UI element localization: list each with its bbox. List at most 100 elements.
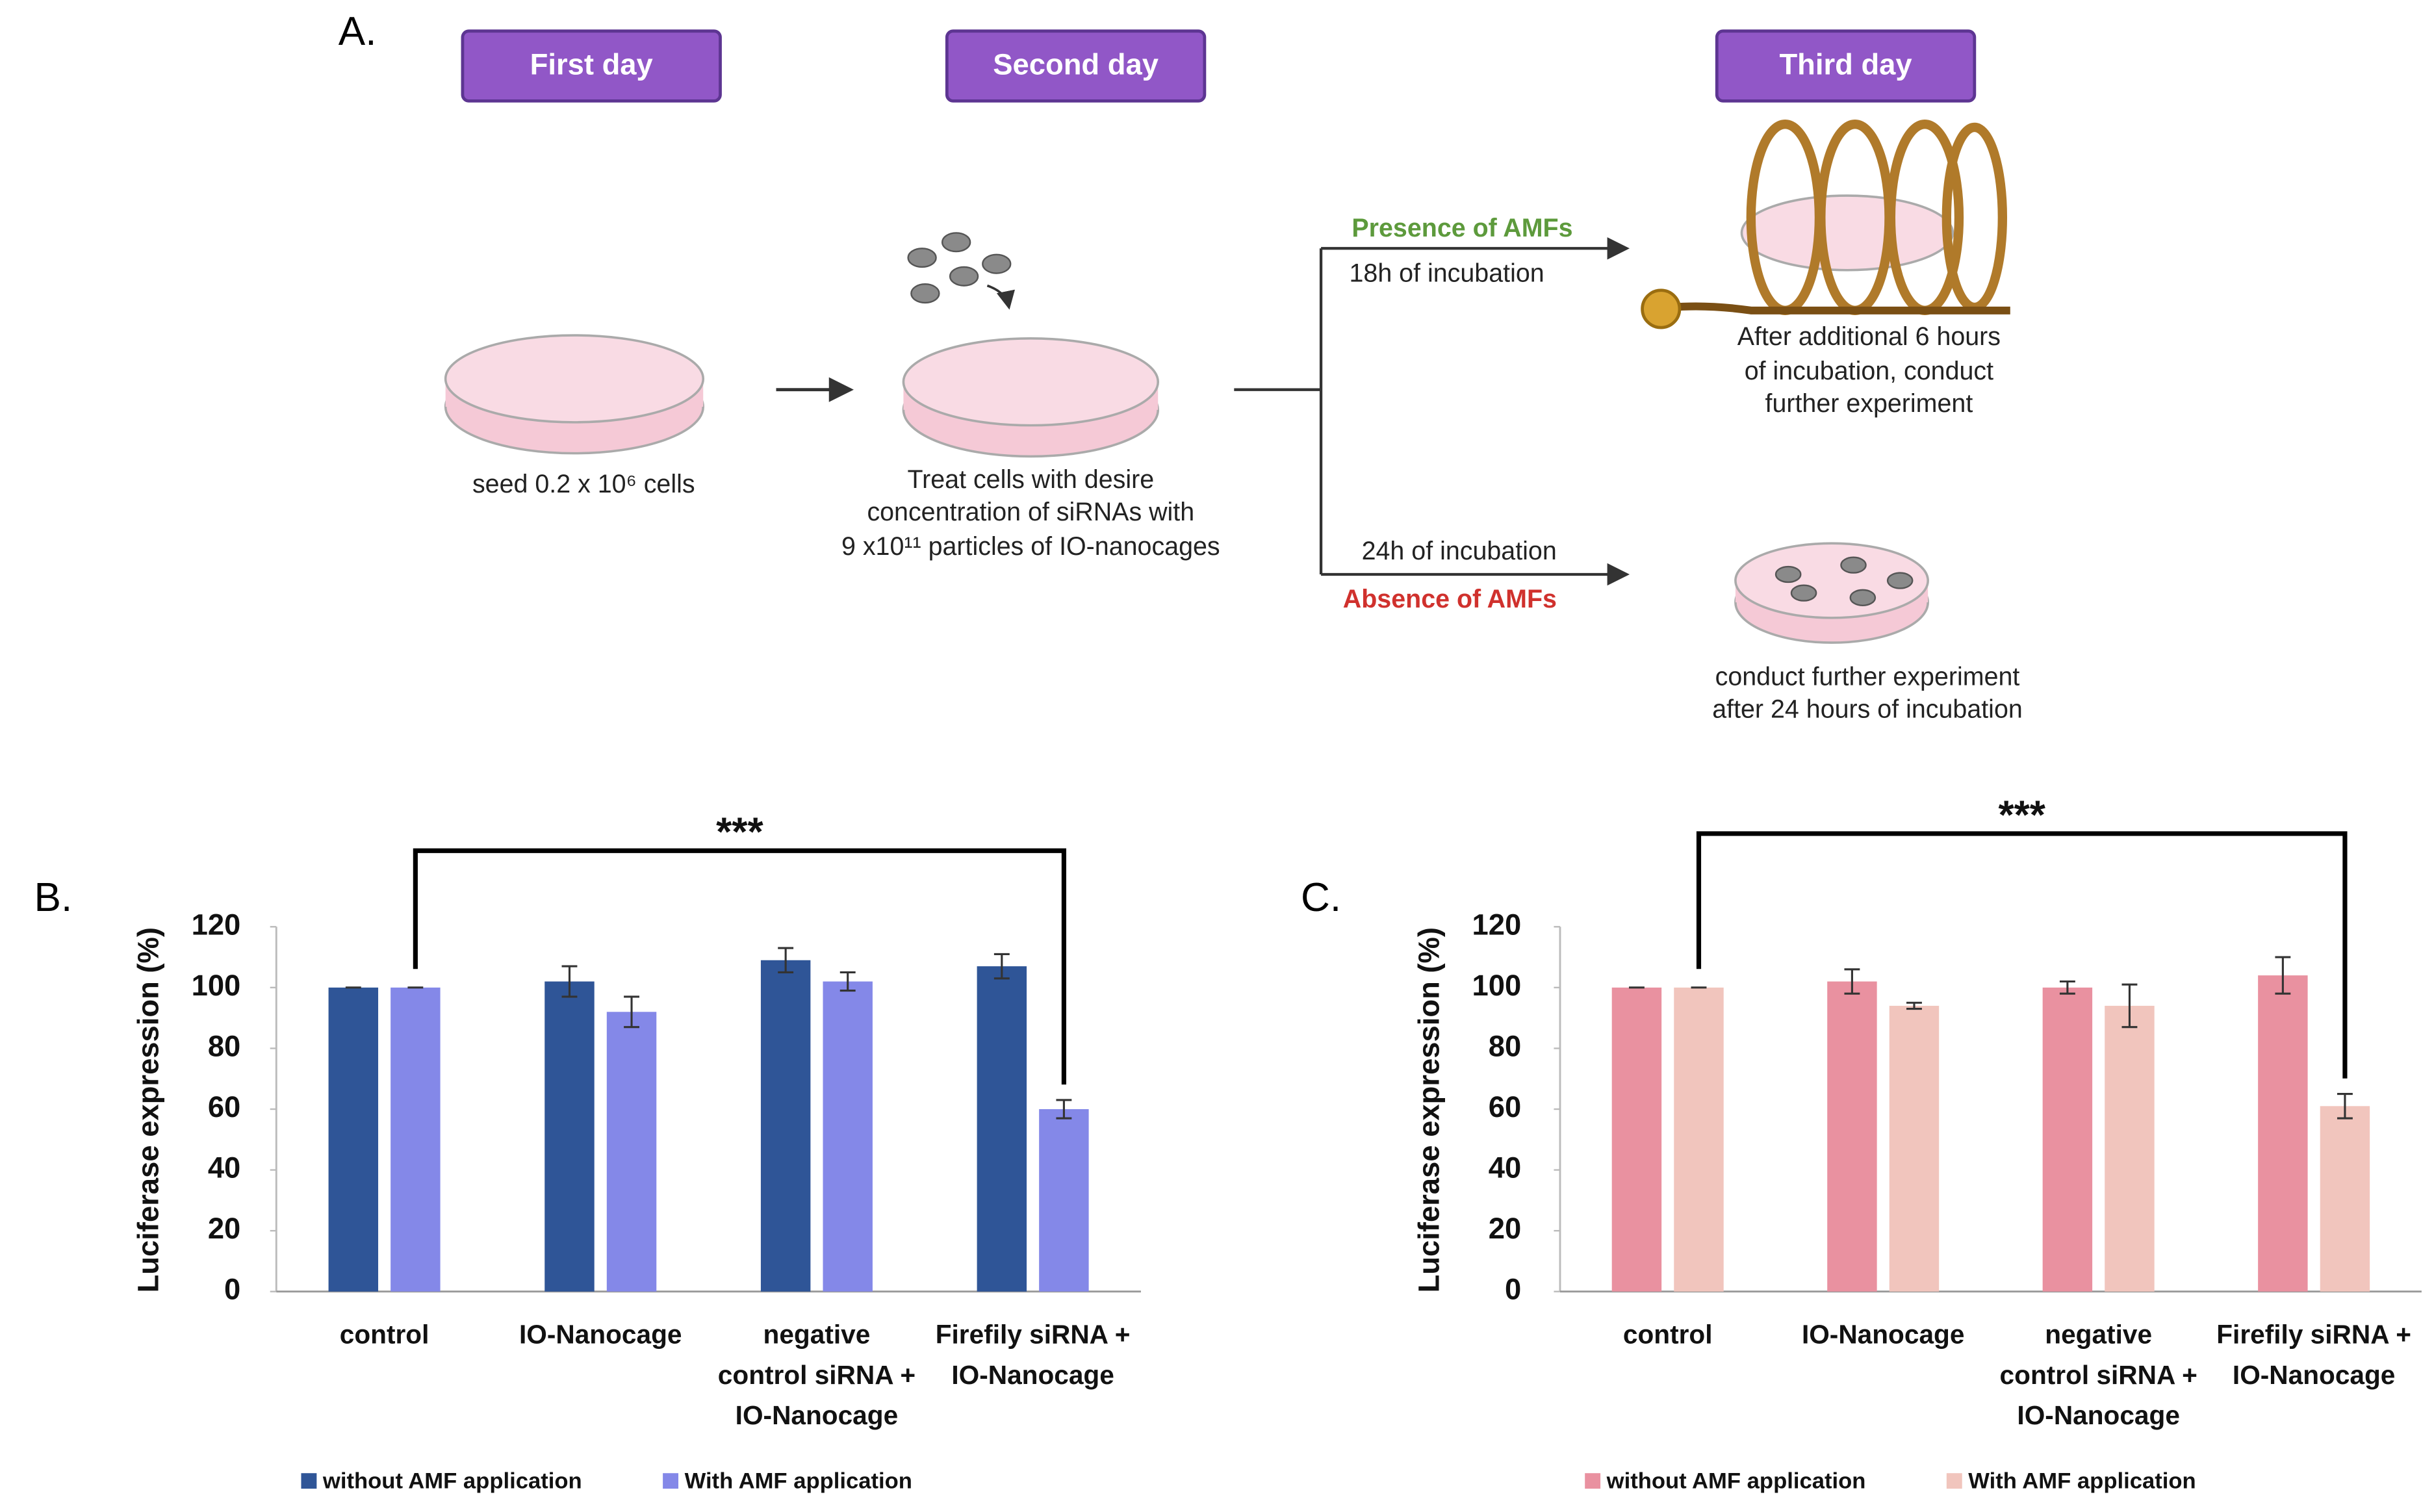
bar xyxy=(1889,1005,1940,1292)
error-bar xyxy=(2121,983,2138,1029)
x-tick-label: IO-Nanocage xyxy=(2233,1360,2395,1390)
x-tick-label: IO-Nanocage xyxy=(2017,1400,2179,1430)
error-bar xyxy=(1906,1001,1922,1010)
x-tick-label: control xyxy=(1623,1320,1713,1350)
caption: conduct further experiment xyxy=(1715,662,2020,691)
x-tick-label: IO-Nanocage xyxy=(519,1320,682,1350)
day-box xyxy=(945,29,1207,103)
legend-label: without AMF application xyxy=(322,1469,582,1494)
legend-swatch xyxy=(1946,1473,1962,1489)
error-bar xyxy=(2275,956,2291,995)
caption: Treat cells with desire xyxy=(908,465,1155,494)
legend-label: without AMF application xyxy=(1606,1469,1866,1494)
y-tick-label: 40 xyxy=(1489,1151,1521,1185)
coil xyxy=(1641,119,2010,329)
y-tick-label: 120 xyxy=(192,908,241,941)
error-bar xyxy=(624,995,639,1029)
x-tick-label: negative xyxy=(763,1320,871,1350)
legend-swatch xyxy=(663,1473,679,1489)
error-bar xyxy=(993,953,1010,980)
nanocages xyxy=(907,232,1012,304)
y-tick-label: 100 xyxy=(192,969,241,1002)
error-bar xyxy=(1844,968,1860,995)
caption: concentration of siRNAs with xyxy=(867,498,1194,526)
bar xyxy=(823,981,873,1292)
legend-label: With AMF application xyxy=(685,1469,912,1494)
error-bar xyxy=(1056,1099,1072,1120)
y-tick-label: 100 xyxy=(1472,969,1522,1002)
y-tick-label: 60 xyxy=(1489,1090,1521,1123)
bar xyxy=(328,987,379,1292)
bar xyxy=(544,981,595,1292)
condition: Presence of AMFs xyxy=(1352,214,1572,242)
error-bar xyxy=(778,947,794,974)
day-box xyxy=(1715,29,1977,103)
x-tick-label: control siRNA + xyxy=(2000,1360,2197,1390)
bar xyxy=(2258,975,2308,1292)
bar xyxy=(1611,987,1662,1292)
y-tick-label: 80 xyxy=(1489,1029,1521,1062)
bar xyxy=(2042,987,2093,1292)
day-label: First day xyxy=(530,48,653,81)
petri-dish xyxy=(1734,542,1929,644)
bar xyxy=(1827,981,1877,1292)
bar xyxy=(2105,1005,2155,1292)
y-tick-label: 60 xyxy=(208,1090,240,1123)
significance-label: *** xyxy=(1998,793,2045,838)
error-bar xyxy=(561,965,578,998)
x-tick-label: negative xyxy=(2045,1320,2152,1350)
y-tick-label: 120 xyxy=(1472,908,1522,941)
condition: Absence of AMFs xyxy=(1343,585,1557,613)
x-tick-label: Firefily siRNA + xyxy=(936,1320,1131,1350)
error-bar xyxy=(2337,1093,2353,1120)
legend-swatch xyxy=(1585,1473,1601,1489)
panel-label: C. xyxy=(1301,875,1341,920)
caption: of incubation, conduct xyxy=(1745,357,1993,385)
y-tick-label: 80 xyxy=(208,1029,240,1062)
significance-bracket xyxy=(1696,831,2348,1079)
y-tick-label: 20 xyxy=(1489,1212,1521,1245)
y-tick-label: 0 xyxy=(224,1273,240,1306)
x-tick-label: control siRNA + xyxy=(718,1360,916,1390)
panel-label: B. xyxy=(34,875,73,920)
bar-chart: C. Luciferase expression (%) 0 20 40 60 80 100 1… xyxy=(1301,793,2422,1494)
day-box xyxy=(461,29,722,103)
day-label: Third day xyxy=(1779,48,1912,81)
y-tick-label: 0 xyxy=(1505,1273,1521,1306)
x-tick-label: IO-Nanocage xyxy=(951,1360,1114,1390)
y-tick-label: 20 xyxy=(208,1212,240,1245)
caption: further experiment xyxy=(1765,389,1973,418)
caption: After additional 6 hours xyxy=(1737,322,2001,351)
day-label: Second day xyxy=(993,48,1159,81)
caption: after 24 hours of incubation xyxy=(1712,695,2023,724)
bar xyxy=(606,1012,657,1292)
error-bar xyxy=(839,971,856,992)
caption: seed 0.2 x 10⁶ cells xyxy=(472,470,695,498)
x-tick-label: Firefily siRNA + xyxy=(2216,1320,2411,1350)
x-tick-label: IO-Nanocage xyxy=(736,1400,898,1430)
y-axis-label: Luciferase expression (%) xyxy=(132,927,165,1292)
bar xyxy=(1674,987,1724,1292)
error-bar xyxy=(2059,980,2075,995)
y-axis-label: Luciferase expression (%) xyxy=(1413,927,1446,1292)
bar xyxy=(391,987,441,1292)
significance-label: *** xyxy=(716,810,763,855)
panel-a: A. First day Second day Third day seed 0… xyxy=(339,9,2023,724)
x-tick-label: control xyxy=(340,1320,429,1350)
bar-chart: B. Luciferase expression (%) 0 20 40 60 80 100 1… xyxy=(34,810,1141,1494)
caption: 24h of incubation xyxy=(1362,537,1557,565)
caption: 18h of incubation xyxy=(1349,259,1544,287)
arrow xyxy=(986,284,1015,310)
y-tick-label: 40 xyxy=(208,1151,240,1185)
panel-label: A. xyxy=(339,9,377,54)
petri-dish xyxy=(902,337,1160,458)
branch xyxy=(1234,237,1630,586)
petri-dish xyxy=(444,334,705,455)
x-tick-label: IO-Nanocage xyxy=(1802,1320,1964,1350)
bar xyxy=(1039,1109,1089,1292)
bar xyxy=(2320,1106,2370,1292)
legend-swatch xyxy=(301,1473,317,1489)
caption: 9 x10¹¹ particles of IO-nanocages xyxy=(841,532,1220,561)
